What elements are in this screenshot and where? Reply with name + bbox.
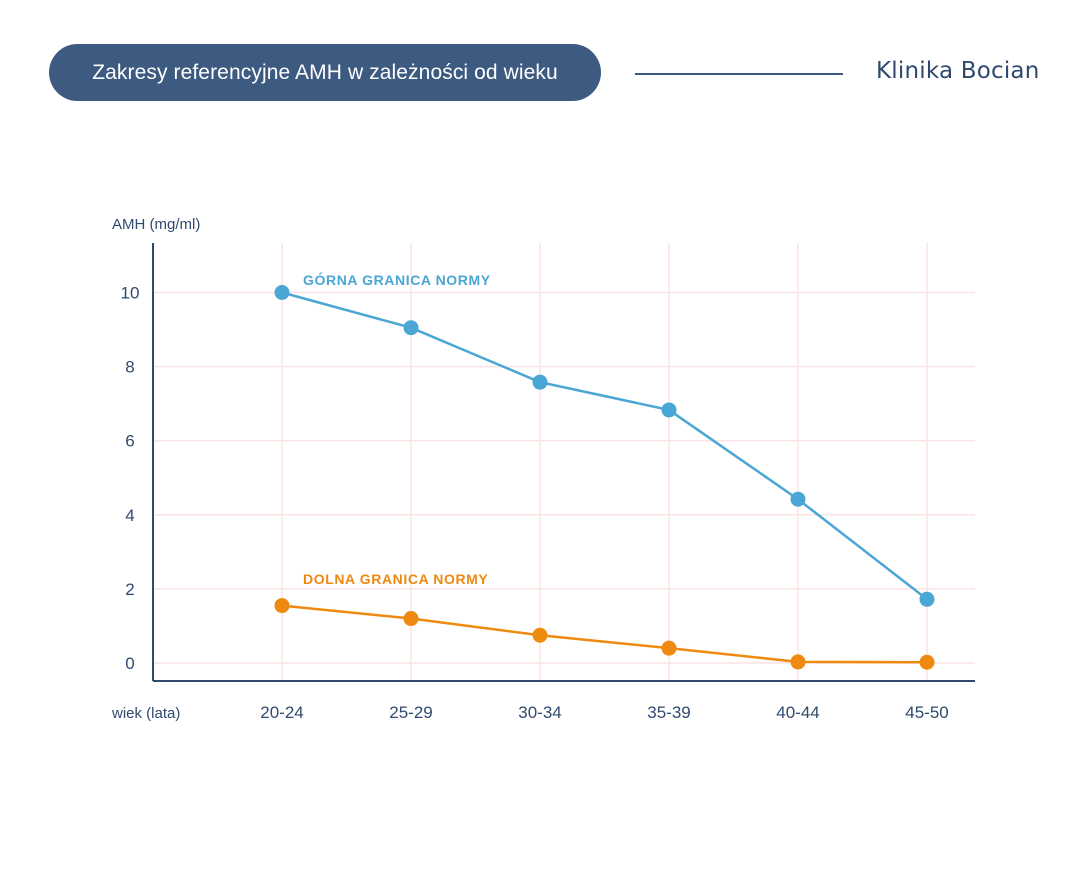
data-point bbox=[919, 654, 935, 670]
data-point bbox=[532, 627, 548, 643]
y-axis-label: AMH (mg/ml) bbox=[112, 216, 200, 233]
data-point bbox=[274, 285, 290, 300]
y-tick-label: 0 bbox=[125, 654, 134, 673]
y-tick-label: 2 bbox=[125, 580, 134, 599]
x-tick-label: 40-44 bbox=[776, 703, 819, 722]
y-tick-label: 10 bbox=[121, 284, 140, 303]
data-point bbox=[661, 402, 677, 418]
series-line bbox=[281, 291, 928, 601]
grid bbox=[153, 243, 975, 681]
brand-name: Klinika Bocian bbox=[876, 58, 1040, 84]
data-point bbox=[919, 591, 935, 607]
series-line bbox=[281, 604, 928, 664]
x-tick-label: 45-50 bbox=[905, 703, 948, 722]
header-divider bbox=[635, 73, 843, 75]
data-point bbox=[532, 374, 548, 390]
data-point bbox=[403, 611, 419, 627]
data-point bbox=[790, 491, 806, 507]
y-tick-label: 4 bbox=[125, 506, 134, 525]
tick-labels: 0 2 4 6 8 10 20-24 25-29 30-34 35-39 40-44 45-50 bbox=[121, 284, 949, 723]
x-tick-label: 20-24 bbox=[260, 703, 303, 722]
series-label: GÓRNA GRANICA NORMY bbox=[303, 271, 491, 288]
x-axis-label: wiek (lata) bbox=[111, 705, 180, 722]
axes bbox=[152, 243, 975, 682]
x-tick-label: 35-39 bbox=[647, 703, 690, 722]
data-point bbox=[661, 640, 677, 656]
data-point bbox=[790, 654, 806, 670]
chart-title-pill: Zakresy referencyjne AMH w zależności od… bbox=[49, 44, 601, 101]
chart-title: Zakresy referencyjne AMH w zależności od… bbox=[92, 60, 558, 84]
y-tick-label: 8 bbox=[125, 358, 134, 377]
y-tick-label: 6 bbox=[125, 432, 134, 451]
data-point bbox=[403, 320, 419, 336]
x-tick-label: 30-34 bbox=[518, 703, 561, 722]
series-layer: GÓRNA GRANICA NORMY DOLNA GRANICA NORMY bbox=[274, 271, 935, 670]
series-label: DOLNA GRANICA NORMY bbox=[303, 571, 488, 587]
x-tick-label: 25-29 bbox=[389, 703, 432, 722]
data-point bbox=[274, 598, 290, 614]
